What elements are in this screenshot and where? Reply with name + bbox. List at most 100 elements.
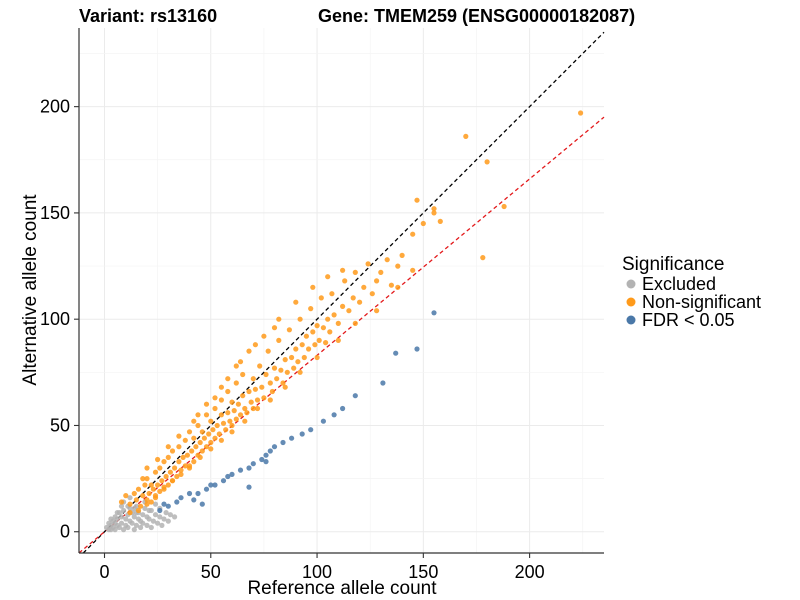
point-non-significant: [374, 278, 380, 284]
point-fdr-0-05: [220, 478, 227, 484]
point-excluded: [165, 518, 171, 524]
point-non-significant: [159, 478, 165, 484]
point-non-significant: [361, 284, 367, 290]
point-non-significant: [135, 486, 142, 492]
point-non-significant: [325, 316, 331, 322]
point-excluded: [112, 520, 118, 526]
point-non-significant: [463, 133, 469, 139]
point-non-significant: [148, 482, 154, 488]
point-non-significant: [246, 388, 252, 395]
point-excluded: [108, 527, 114, 533]
tick-marks: 0 50 100 150 200 0 50 100 150 200: [40, 97, 545, 582]
point-non-significant: [233, 363, 239, 369]
point-non-significant: [193, 444, 199, 450]
point-excluded: [159, 522, 165, 529]
point-non-significant: [352, 320, 358, 326]
point-non-significant: [306, 346, 312, 352]
point-non-significant: [182, 437, 188, 443]
point-fdr-0-05: [320, 418, 326, 424]
point-non-significant: [242, 405, 248, 412]
point-non-significant: [240, 371, 246, 378]
point-non-significant: [484, 159, 490, 165]
point-non-significant: [254, 405, 261, 412]
point-non-significant: [199, 429, 205, 435]
point-non-significant: [148, 499, 154, 505]
point-non-significant: [286, 327, 292, 333]
point-fdr-0-05: [308, 427, 314, 433]
grid-lines: [79, 28, 604, 553]
point-non-significant: [237, 359, 244, 365]
point-non-significant: [186, 429, 193, 435]
point-non-significant: [152, 495, 159, 501]
point-fdr-0-05: [414, 346, 420, 352]
point-non-significant: [399, 252, 405, 258]
point-excluded: [140, 512, 146, 518]
point-non-significant: [229, 399, 235, 405]
point-excluded: [163, 509, 169, 516]
point-excluded: [131, 505, 137, 511]
x-tick-label: 100: [302, 562, 332, 582]
point-non-significant: [212, 405, 218, 412]
point-non-significant: [414, 197, 420, 203]
point-fdr-0-05: [331, 412, 337, 418]
point-non-significant: [314, 354, 320, 361]
point-fdr-0-05: [186, 490, 193, 497]
point-excluded: [123, 516, 129, 522]
point-non-significant: [318, 295, 324, 301]
point-fdr-0-05: [380, 380, 386, 386]
point-non-significant: [208, 418, 214, 424]
point-non-significant: [191, 435, 197, 441]
point-non-significant: [218, 384, 224, 390]
point-non-significant: [161, 459, 167, 465]
point-non-significant: [250, 405, 256, 412]
point-non-significant: [297, 316, 303, 322]
point-non-significant: [267, 397, 273, 403]
point-excluded: [129, 520, 135, 526]
point-non-significant: [144, 465, 150, 471]
point-non-significant: [157, 488, 163, 494]
point-non-significant: [169, 448, 176, 454]
point-non-significant: [323, 340, 329, 346]
x-tick-label: 50: [201, 562, 221, 582]
x-tick-label: 200: [515, 562, 545, 582]
point-non-significant: [163, 473, 169, 480]
point-non-significant: [378, 269, 384, 275]
point-fdr-0-05: [191, 497, 197, 503]
point-non-significant: [276, 337, 282, 343]
point-excluded: [133, 522, 139, 529]
reference-line-identity: [82, 31, 605, 554]
point-non-significant: [140, 476, 146, 482]
point-non-significant: [293, 299, 299, 305]
point-excluded: [114, 516, 120, 522]
y-axis-title: Alternative allele count: [20, 194, 41, 386]
point-non-significant: [431, 206, 437, 212]
point-excluded: [118, 520, 125, 526]
point-non-significant: [261, 333, 267, 339]
point-non-significant: [197, 454, 203, 460]
point-excluded: [121, 507, 127, 514]
point-non-significant: [199, 448, 205, 454]
point-non-significant: [242, 418, 248, 424]
point-excluded: [146, 516, 152, 522]
point-fdr-0-05: [203, 486, 210, 492]
point-non-significant: [176, 444, 182, 450]
point-non-significant: [261, 395, 267, 401]
point-non-significant: [233, 416, 239, 422]
point-excluded: [140, 520, 146, 526]
point-non-significant: [374, 308, 380, 314]
point-non-significant: [331, 312, 337, 318]
point-non-significant: [480, 255, 486, 261]
point-excluded: [131, 514, 137, 520]
point-non-significant: [431, 210, 437, 216]
point-non-significant: [233, 380, 239, 386]
point-non-significant: [216, 431, 222, 437]
point-non-significant: [127, 509, 133, 516]
point-excluded: [127, 495, 133, 501]
point-excluded: [138, 524, 144, 531]
point-non-significant: [274, 376, 280, 382]
axes: [78, 28, 604, 554]
point-non-significant: [578, 110, 584, 116]
point-excluded: [118, 514, 125, 520]
point-non-significant: [144, 497, 150, 503]
point-non-significant: [278, 367, 284, 373]
